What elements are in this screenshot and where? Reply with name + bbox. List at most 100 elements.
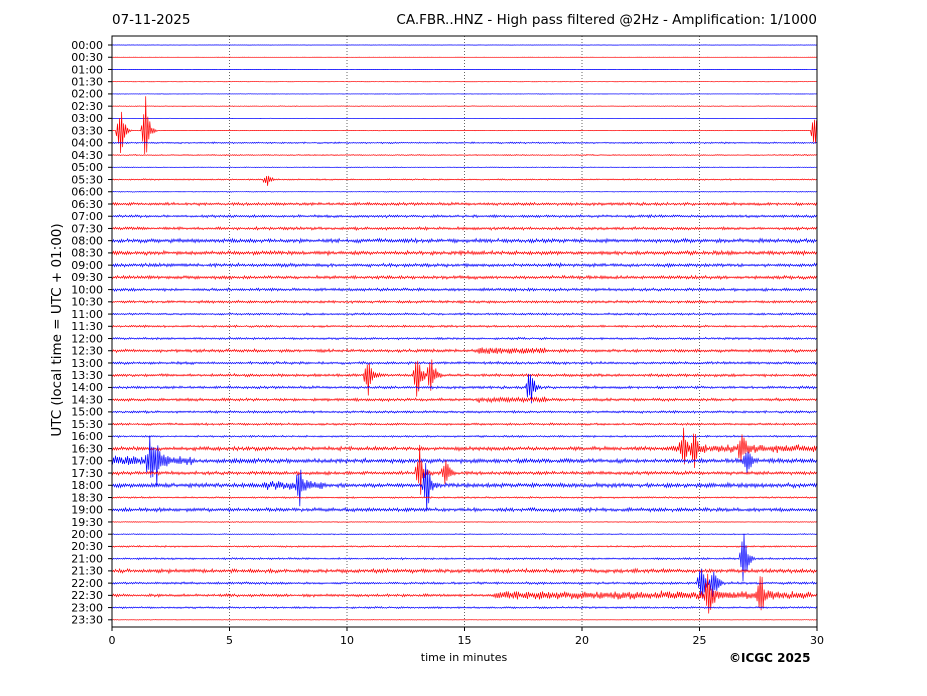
trace-row (111, 141, 818, 145)
y-tick-label: 07:00 (71, 210, 103, 223)
y-tick-label: 01:00 (71, 63, 103, 76)
x-tick-label: 25 (693, 634, 707, 647)
trace-row (111, 533, 818, 582)
y-axis-ticks: 00:0000:3001:0001:3002:0002:3003:0003:30… (71, 39, 112, 627)
trace-row (111, 495, 818, 499)
trace-row (111, 568, 818, 599)
y-tick-label: 20:30 (71, 540, 103, 553)
y-tick-label: 17:30 (71, 467, 103, 480)
trace-row (111, 533, 818, 536)
y-tick-label: 05:30 (71, 173, 103, 186)
y-tick-label: 09:00 (71, 259, 103, 272)
trace-row (112, 521, 818, 523)
trace-row (111, 462, 818, 512)
chart-title: CA.FBR..HNZ - High pass filtered @2Hz - … (396, 12, 817, 28)
y-tick-label: 14:30 (71, 393, 103, 406)
trace-row (111, 96, 818, 155)
y-tick-label: 00:00 (71, 39, 103, 52)
chart-grid (229, 36, 700, 627)
trace-row (111, 324, 818, 329)
trace-row (111, 190, 818, 193)
y-tick-label: 18:00 (71, 479, 103, 492)
y-tick-label: 18:30 (71, 491, 103, 504)
y-tick-label: 20:00 (71, 528, 103, 541)
y-tick-label: 03:00 (71, 112, 103, 125)
y-tick-label: 02:00 (71, 88, 103, 101)
x-tick-label: 0 (109, 634, 116, 647)
trace-row (111, 567, 818, 575)
y-tick-label: 04:30 (71, 149, 103, 162)
y-tick-label: 22:30 (71, 589, 103, 602)
trace-row (111, 506, 818, 513)
y-axis-label: UTC (local time = UTC + 01:00) (49, 223, 65, 437)
y-tick-label: 05:00 (71, 161, 103, 174)
y-tick-label: 06:30 (71, 198, 103, 211)
trace-row (111, 312, 818, 316)
x-axis-ticks: 0 5 10 15 20 25 30 (109, 627, 824, 647)
trace-row (111, 427, 818, 469)
trace-row (111, 299, 818, 305)
y-tick-label: 10:00 (71, 283, 103, 296)
plot-frame (111, 35, 818, 628)
trace-row (111, 336, 818, 341)
trace-row (111, 287, 818, 293)
y-tick-label: 21:00 (71, 552, 103, 565)
trace-row (111, 359, 818, 397)
y-tick-label: 04:00 (71, 137, 103, 150)
y-tick-label: 13:30 (71, 369, 103, 382)
trace-row (111, 409, 818, 414)
y-tick-label: 13:00 (71, 357, 103, 370)
trace-row (111, 201, 818, 207)
y-tick-label: 11:30 (71, 320, 103, 333)
copyright-text: ©ICGC 2025 (729, 651, 811, 665)
trace-row (111, 605, 818, 610)
x-axis-label: time in minutes (420, 651, 508, 664)
y-tick-label: 12:30 (71, 345, 103, 358)
trace-row (111, 619, 818, 621)
y-tick-label: 17:00 (71, 455, 103, 468)
y-tick-label: 15:30 (71, 418, 103, 431)
y-tick-label: 15:00 (71, 406, 103, 419)
y-tick-label: 23:30 (71, 614, 103, 627)
x-tick-label: 5 (226, 634, 233, 647)
trace-row (111, 249, 818, 257)
x-tick-label: 20 (575, 634, 589, 647)
y-tick-label: 00:30 (71, 51, 103, 64)
y-tick-label: 23:00 (71, 601, 103, 614)
trace-row (111, 274, 818, 281)
y-tick-label: 10:30 (71, 296, 103, 309)
trace-row (111, 347, 818, 355)
y-tick-label: 03:30 (71, 124, 103, 137)
y-tick-label: 22:00 (71, 577, 103, 590)
x-tick-label: 10 (340, 634, 354, 647)
trace-row (111, 213, 818, 219)
trace-row (111, 225, 818, 232)
y-tick-label: 16:30 (71, 442, 103, 455)
trace-row (111, 396, 818, 404)
x-tick-label: 30 (810, 634, 824, 647)
trace-row (111, 545, 818, 548)
y-tick-label: 08:30 (71, 247, 103, 260)
x-tick-label: 15 (458, 634, 472, 647)
trace-row (111, 573, 818, 614)
y-tick-label: 07:30 (71, 222, 103, 235)
y-tick-label: 14:00 (71, 381, 103, 394)
y-tick-label: 09:30 (71, 271, 103, 284)
y-tick-label: 02:30 (71, 100, 103, 113)
y-tick-label: 16:00 (71, 430, 103, 443)
trace-row (111, 237, 818, 245)
trace-row (111, 262, 818, 269)
trace-row (111, 360, 818, 366)
y-tick-label: 11:00 (71, 308, 103, 321)
y-tick-label: 01:30 (71, 75, 103, 88)
trace-row (111, 422, 818, 427)
trace-row (111, 105, 818, 107)
trace-row (111, 434, 818, 439)
trace-row (111, 444, 818, 495)
chart-date: 07-11-2025 (112, 12, 191, 28)
seismic-traces (111, 44, 818, 621)
trace-row (111, 154, 818, 157)
y-tick-label: 21:30 (71, 565, 103, 578)
trace-row (111, 166, 818, 169)
